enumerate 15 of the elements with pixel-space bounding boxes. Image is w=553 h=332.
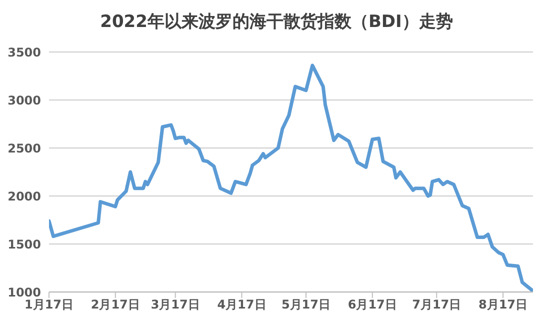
x-tick-label: 2月17日 <box>90 298 140 312</box>
x-tick-label: 4月17日 <box>217 298 266 312</box>
y-tick-label: 3500 <box>8 45 41 60</box>
x-tick-label: 7月17日 <box>412 298 462 312</box>
y-tick-label: 1500 <box>8 237 41 252</box>
x-tick-label: 6月17日 <box>348 298 397 312</box>
y-tick-label: 1000 <box>8 285 41 300</box>
y-tick-label: 2500 <box>8 141 41 156</box>
x-tick-label: 8月17日 <box>478 298 528 312</box>
y-tick-label: 3000 <box>8 93 41 108</box>
chart-title: 2022年以来波罗的海干散货指数（BDI）走势 <box>99 11 454 33</box>
x-tick-label: 1月17日 <box>24 298 74 312</box>
x-tick-label: 3月17日 <box>150 298 200 312</box>
y-tick-label: 2000 <box>8 189 41 204</box>
x-tick-label: 5月17日 <box>281 298 331 312</box>
